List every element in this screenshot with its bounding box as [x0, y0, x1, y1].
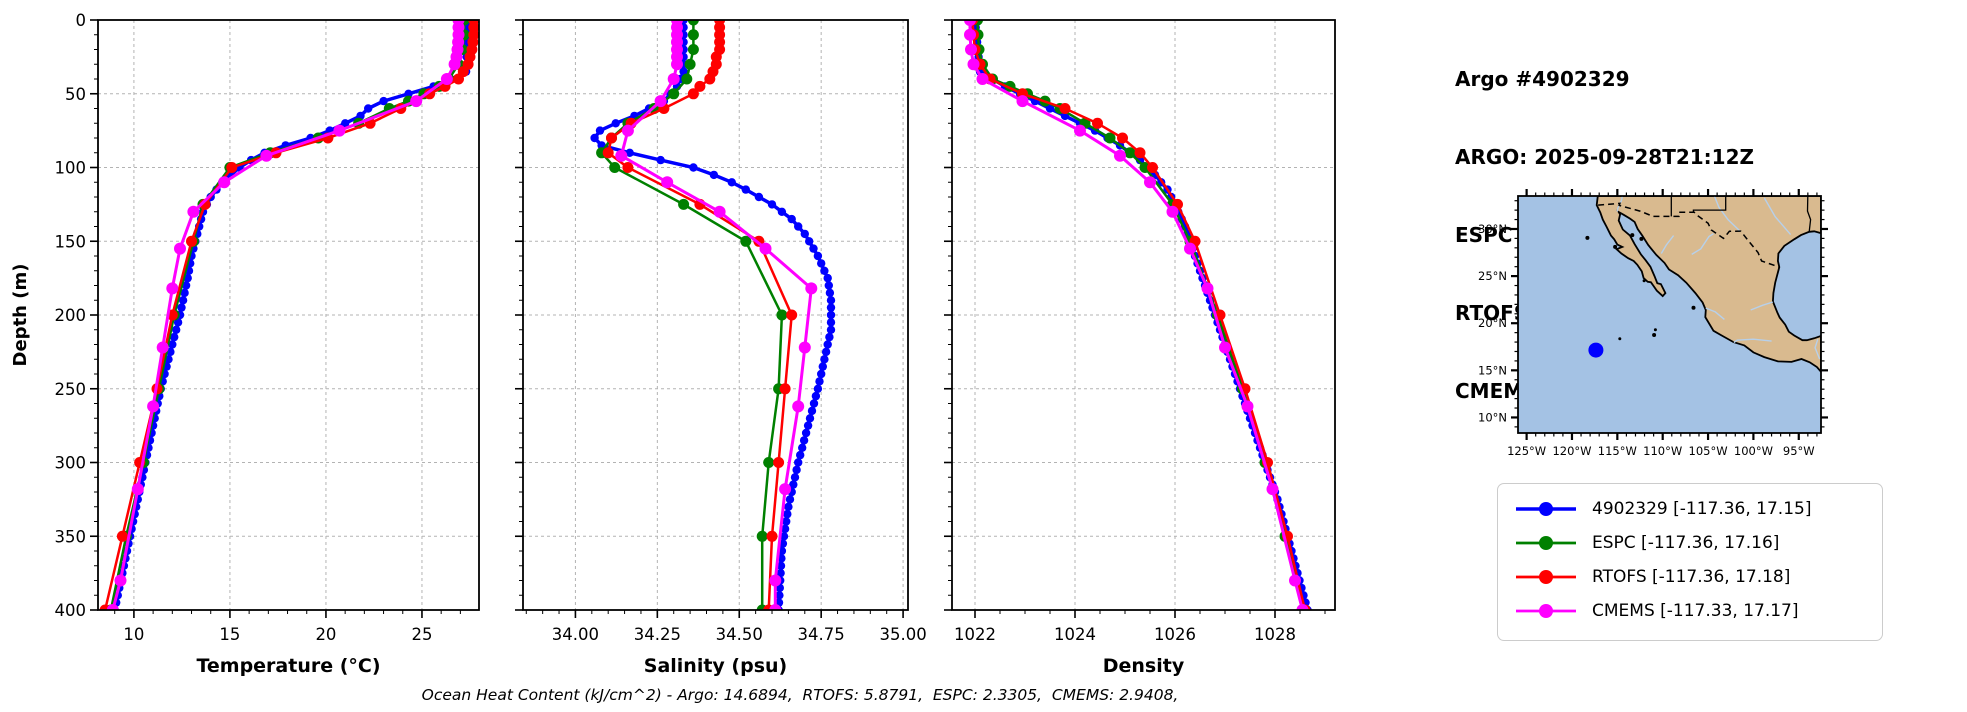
- legend-label-rtofs: RTOFS [-117.36, 17.18]: [1592, 567, 1791, 587]
- float-location-dot: [1588, 342, 1604, 358]
- argo-legend-marker: [1516, 502, 1576, 516]
- island: [1691, 305, 1696, 310]
- x-tick-label: 1026: [1154, 625, 1196, 644]
- river: [1705, 307, 1725, 320]
- depth-tick-label: 0: [76, 11, 87, 30]
- map-frame: [1517, 195, 1822, 434]
- legend-item-argo: 4902329 [-117.36, 17.15]: [1510, 492, 1882, 526]
- map-lat-label: 25°N: [1478, 269, 1507, 283]
- river: [1691, 233, 1714, 255]
- map-lon-label: 110°W: [1643, 444, 1682, 458]
- map-lon-label: 120°W: [1552, 444, 1591, 458]
- cmems-legend-marker: [1516, 604, 1576, 618]
- x-tick-label: 1022: [954, 625, 996, 644]
- river: [1763, 197, 1792, 236]
- land-mexico: [1595, 196, 1821, 374]
- axis-ticks: [90, 19, 461, 618]
- legend-label-argo: 4902329 [-117.36, 17.15]: [1592, 499, 1812, 519]
- depth-tick-label: 300: [55, 454, 87, 473]
- us-mexico-border: [1598, 202, 1780, 268]
- depth-tick-label: 100: [55, 159, 87, 178]
- cmems-temperature-series: [106, 20, 465, 610]
- axis-ticks: [515, 19, 904, 618]
- island: [1652, 333, 1657, 337]
- x-axis-label: Temperature (°C): [196, 655, 380, 677]
- island: [1630, 233, 1635, 238]
- depth-tick-label: 350: [55, 527, 87, 546]
- depth-tick-label: 200: [55, 306, 87, 325]
- profile-panels-canvas: Depth (m)10 15 20 2505010015020025030035040…: [10, 11, 1336, 677]
- ocean-heat-content-note: Ocean Heat Content (kJ/cm^2) - Argo: 14.…: [421, 686, 1179, 704]
- argo-timestamp: ARGO: 2025-09-28T21:12Z: [1455, 145, 1754, 169]
- island: [1642, 279, 1646, 283]
- state-border: [1806, 196, 1812, 232]
- axis-ticks: [944, 19, 1326, 618]
- legend-label-espc: ESPC [-117.36, 17.16]: [1592, 533, 1780, 553]
- river: [1733, 338, 1772, 344]
- figure-title: Argo #4902329: [1455, 67, 1630, 91]
- island: [1653, 328, 1657, 332]
- map-plot: 125°W 120°W 115°W 110°W 105°W 100°W 95°W 10°N 15…: [1478, 189, 1828, 458]
- cmems-density-series: [964, 20, 1309, 610]
- temperature-panel: 10 15 20 25050100150200250300350400Temperat…: [55, 11, 480, 677]
- x-tick-label: 1028: [1254, 625, 1296, 644]
- x-tick-label: 34.00: [552, 625, 599, 644]
- map-lat-label: 20°N: [1478, 316, 1507, 330]
- x-tick-label: 34.25: [634, 625, 681, 644]
- x-tick-label: 35.00: [879, 625, 926, 644]
- depth-tick-label: 250: [55, 380, 87, 399]
- rtofs-legend-marker: [1516, 570, 1576, 584]
- map-lon-label: 95°W: [1783, 444, 1815, 458]
- map-lon-label: 100°W: [1734, 444, 1773, 458]
- x-tick-label: 20: [315, 625, 336, 644]
- river: [1660, 235, 1675, 254]
- river: [1750, 301, 1774, 311]
- map-lat-label: 30°N: [1478, 222, 1507, 236]
- legend-label-cmems: CMEMS [-117.33, 17.17]: [1592, 601, 1799, 621]
- x-tick-label: 25: [411, 625, 432, 644]
- x-axis-label: Density: [1103, 655, 1185, 677]
- map-lon-label: 125°W: [1507, 444, 1546, 458]
- x-tick-label: 10: [123, 625, 144, 644]
- map-lon-label: 105°W: [1689, 444, 1728, 458]
- x-tick-label: 15: [219, 625, 240, 644]
- legend-item-cmems: CMEMS [-117.33, 17.17]: [1510, 594, 1882, 628]
- island: [1585, 235, 1590, 240]
- island: [1613, 244, 1618, 249]
- x-tick-label: 1024: [1054, 625, 1096, 644]
- map-lat-label: 15°N: [1478, 363, 1507, 377]
- density-panel: 1022 1024 1026 1028 Density: [944, 19, 1336, 677]
- legend: 4902329 [-117.36, 17.15] ESPC [-117.36, 1…: [1497, 483, 1883, 641]
- salinity-panel: 34.00 34.25 34.50 34.75 35.00 Salinity (psu): [515, 19, 927, 677]
- legend-item-rtofs: RTOFS [-117.36, 17.18]: [1510, 560, 1882, 594]
- river: [1713, 196, 1741, 232]
- x-tick-label: 34.75: [798, 625, 845, 644]
- depth-tick-label: 150: [55, 232, 87, 251]
- map-lon-label: 115°W: [1598, 444, 1637, 458]
- rtofs-salinity-series: [602, 20, 798, 610]
- x-tick-label: 34.50: [716, 625, 763, 644]
- map-ticks: [1511, 189, 1828, 440]
- legend-item-espc: ESPC [-117.36, 17.16]: [1510, 526, 1882, 560]
- map-lat-label: 10°N: [1478, 410, 1507, 424]
- espc-legend-marker: [1516, 536, 1576, 550]
- island: [1639, 236, 1644, 241]
- gridlines: [98, 19, 479, 611]
- y-axis-label: Depth (m): [10, 264, 31, 367]
- depth-tick-label: 50: [65, 85, 86, 104]
- x-axis-label: Salinity (psu): [644, 655, 787, 677]
- cmems-salinity-series: [615, 20, 818, 610]
- island: [1618, 337, 1622, 341]
- state-border: [1692, 196, 1727, 212]
- depth-tick-label: 400: [55, 601, 87, 620]
- river: [1814, 338, 1821, 360]
